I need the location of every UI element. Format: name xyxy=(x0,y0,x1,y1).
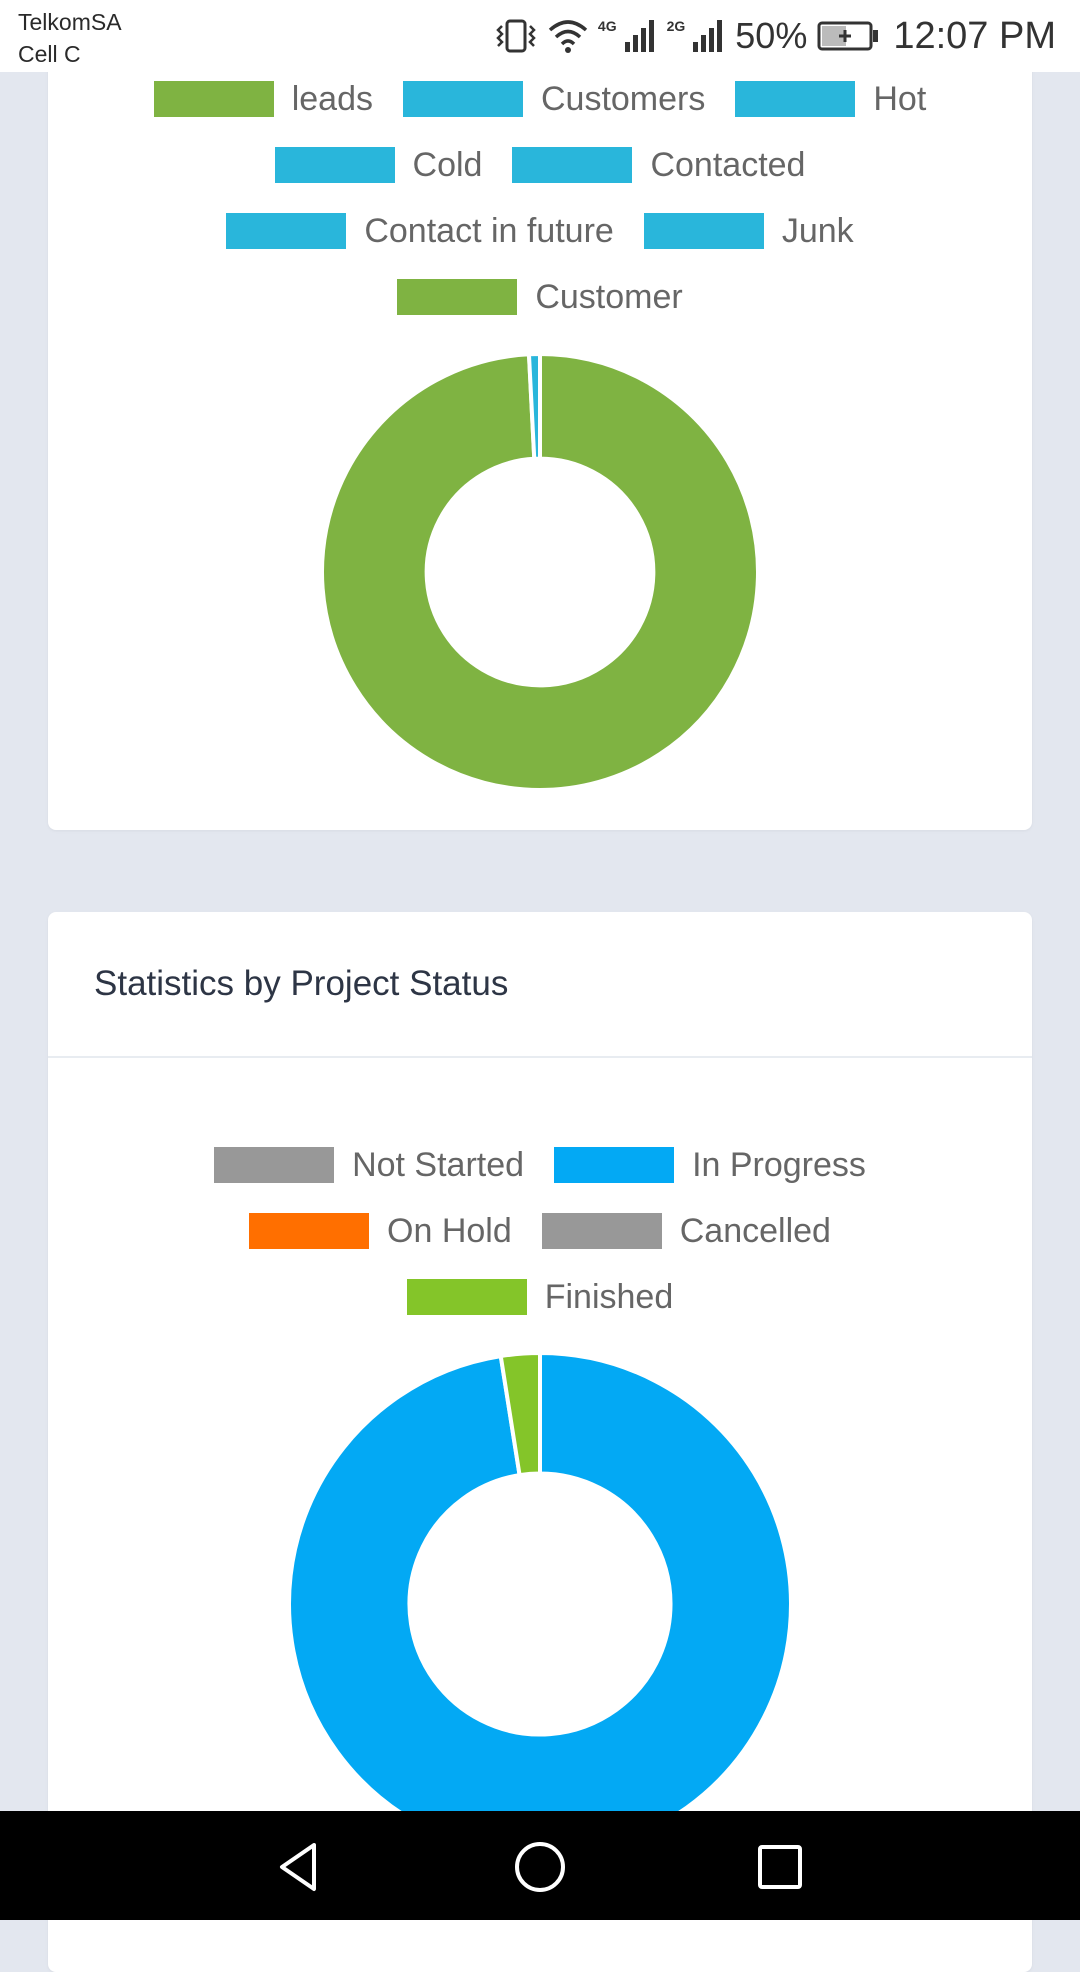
legend-label: Cancelled xyxy=(679,1211,831,1250)
network-type-label: 2G xyxy=(666,18,686,34)
legend-swatch xyxy=(274,147,395,183)
home-icon[interactable] xyxy=(510,1837,570,1897)
leads-donut-chart[interactable] xyxy=(320,352,760,792)
legend-item-on-hold[interactable]: On Hold xyxy=(249,1212,512,1251)
legend-swatch xyxy=(735,81,856,117)
legend-label: Junk xyxy=(781,211,854,250)
legend-row: leads Customers Hot xyxy=(48,66,1032,132)
legend-swatch xyxy=(541,1213,662,1249)
legend-item-contact-in-future[interactable]: Contact in future xyxy=(226,211,614,251)
legend-item-customers[interactable]: Customers xyxy=(402,79,706,119)
legend-row: Customer xyxy=(48,264,1032,330)
navigation-bar xyxy=(0,1811,1080,1920)
battery-charging-icon xyxy=(817,19,879,53)
legend-swatch xyxy=(402,81,523,117)
battery-percent: 50% xyxy=(735,15,808,56)
carrier-name-2: Cell C xyxy=(18,41,81,67)
legend-label: Hot xyxy=(873,79,927,118)
back-icon[interactable] xyxy=(270,1837,330,1897)
legend-item-finished[interactable]: Finished xyxy=(406,1277,674,1317)
clock: 12:07 PM xyxy=(893,14,1056,57)
legend-label: leads xyxy=(291,79,373,118)
legend-label: Contact in future xyxy=(364,211,614,250)
project-legend: Not Started In Progress On Hold Cancelle… xyxy=(48,1132,1032,1330)
legend-swatch xyxy=(643,213,764,249)
recents-icon[interactable] xyxy=(750,1837,810,1897)
legend-row: Cold Contacted xyxy=(48,132,1032,198)
status-icons: 4G 2G 50% xyxy=(494,12,1056,60)
legend-swatch xyxy=(397,279,518,315)
signal-icon xyxy=(623,18,657,54)
legend-label: Customers xyxy=(540,79,706,118)
legend-label: Not Started xyxy=(352,1145,525,1184)
legend-label: Customer xyxy=(535,277,683,316)
donut-slice-in-progress[interactable] xyxy=(287,1351,793,1857)
legend-swatch xyxy=(406,1279,527,1315)
project-status-card: Statistics by Project Status Not Started… xyxy=(48,912,1032,1972)
legend-label: On Hold xyxy=(387,1211,512,1250)
legend-swatch xyxy=(554,1147,675,1183)
legend-label: Contacted xyxy=(650,145,806,184)
leads-legend: leads Customers Hot Cold Contacted xyxy=(48,66,1032,330)
legend-row: Finished xyxy=(48,1264,1032,1330)
legend-label: Finished xyxy=(544,1277,674,1316)
legend-label: In Progress xyxy=(692,1145,866,1184)
donut-slice-leads[interactable] xyxy=(320,352,760,792)
legend-item-cold[interactable]: Cold xyxy=(274,145,483,185)
carrier-info: TelkomSA Cell C xyxy=(18,6,122,70)
legend-swatch xyxy=(214,1147,335,1183)
legend-item-in-progress[interactable]: In Progress xyxy=(554,1146,866,1185)
legend-swatch xyxy=(512,147,633,183)
legend-item-cancelled[interactable]: Cancelled xyxy=(541,1211,831,1251)
legend-item-junk[interactable]: Junk xyxy=(643,211,854,251)
signal-icon xyxy=(691,18,725,54)
wifi-icon xyxy=(548,18,588,54)
card-title: Statistics by Project Status xyxy=(94,964,509,1003)
leads-status-card: leads Customers Hot Cold Contacted xyxy=(48,40,1032,830)
carrier-name-1: TelkomSA xyxy=(18,9,122,35)
legend-item-not-started[interactable]: Not Started xyxy=(214,1146,524,1185)
donut-slice-finished[interactable] xyxy=(498,1351,542,1478)
legend-item-leads[interactable]: leads xyxy=(153,79,373,119)
legend-swatch xyxy=(249,1213,370,1249)
network-type-label: 4G xyxy=(597,18,617,34)
legend-row: On Hold Cancelled xyxy=(48,1198,1032,1264)
card-header: Statistics by Project Status xyxy=(48,912,1032,1058)
project-donut-chart[interactable] xyxy=(287,1351,793,1857)
legend-row: Not Started In Progress xyxy=(48,1132,1032,1198)
vibrate-icon xyxy=(494,18,538,54)
legend-item-contacted[interactable]: Contacted xyxy=(512,146,805,185)
status-bar: TelkomSA Cell C 4G xyxy=(0,0,1080,72)
legend-row: Contact in future Junk xyxy=(48,198,1032,264)
legend-item-customer[interactable]: Customer xyxy=(397,277,683,317)
legend-item-hot[interactable]: Hot xyxy=(735,80,926,119)
legend-swatch xyxy=(153,81,274,117)
legend-swatch xyxy=(226,213,347,249)
donut-slice-customers[interactable] xyxy=(526,352,542,461)
legend-label: Cold xyxy=(412,145,483,184)
